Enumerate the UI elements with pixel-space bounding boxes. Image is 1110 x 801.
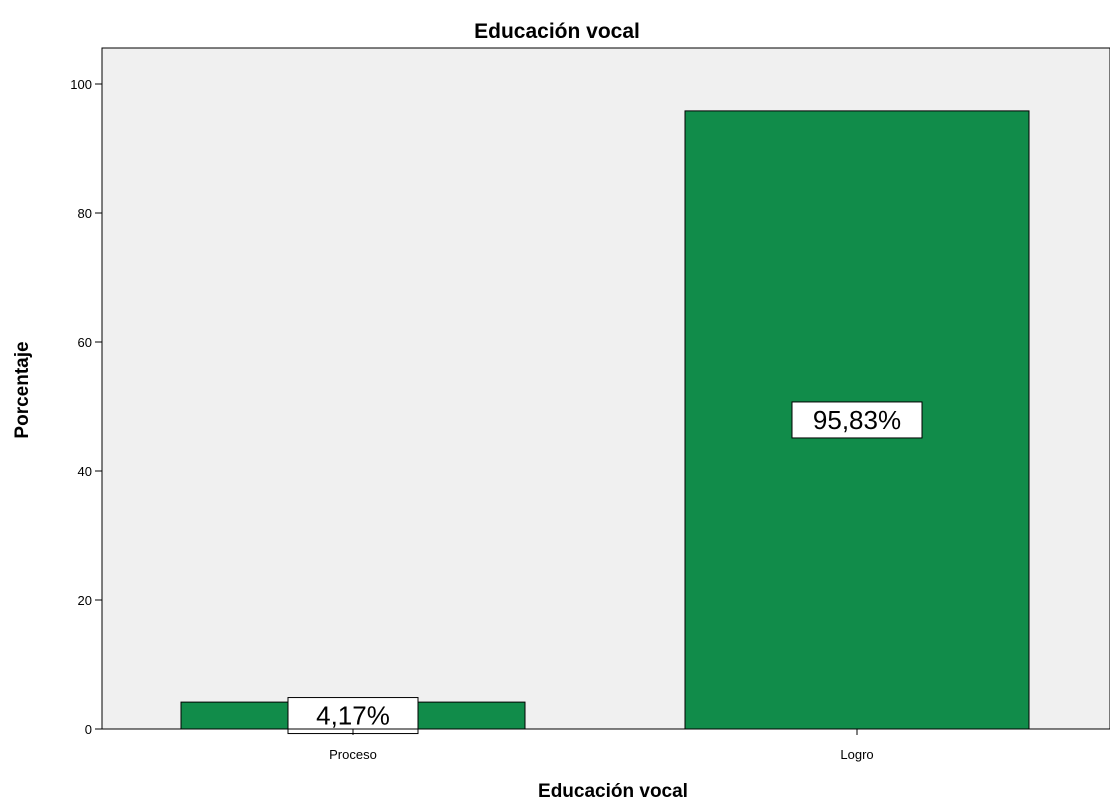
y-axis: 0 20 40 60 80 100	[70, 77, 102, 737]
data-label-text: 95,83%	[813, 405, 901, 435]
y-tick-label: 20	[78, 593, 92, 608]
x-axis: Proceso Logro	[102, 728, 1110, 762]
data-label-box	[791, 401, 923, 439]
y-axis-label: Porcentaje	[12, 341, 33, 438]
data-label-box	[287, 697, 419, 735]
y-tick-label: 60	[78, 335, 92, 350]
x-tick-label: Proceso	[329, 747, 377, 762]
y-tick-label: 0	[85, 722, 92, 737]
bars: 4,17% 95,83%	[180, 110, 1030, 735]
chart-title: Educación vocal	[474, 20, 640, 43]
data-label: 4,17%	[287, 697, 419, 735]
x-tick-label: Logro	[840, 747, 873, 762]
y-tick-label: 40	[78, 464, 92, 479]
y-tick-label: 100	[70, 77, 92, 92]
data-label-text: 4,17%	[316, 701, 390, 731]
x-axis-label: Educación vocal	[538, 781, 688, 801]
y-tick-label: 80	[78, 206, 92, 221]
data-label: 95,83%	[791, 401, 923, 439]
